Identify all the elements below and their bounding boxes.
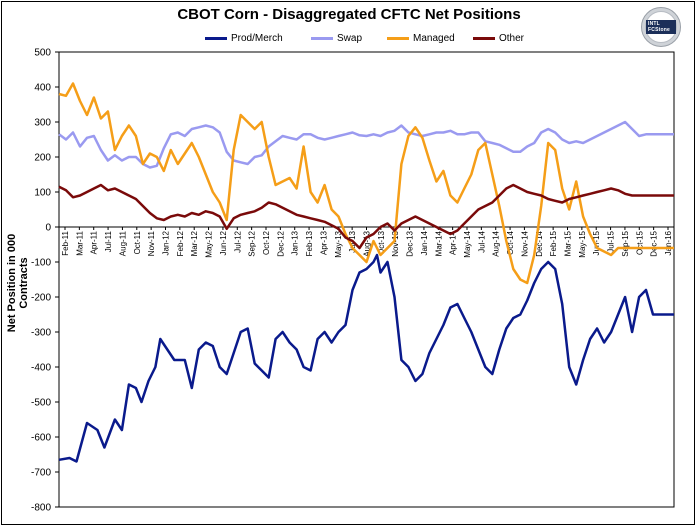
y-tick-label: -500 <box>31 398 51 409</box>
x-tick-label: Jan-14 <box>420 230 429 255</box>
x-tick-label: Aug-14 <box>492 230 501 256</box>
y-tick-label: -300 <box>31 328 51 339</box>
legend-swatch <box>205 37 227 40</box>
x-tick-label: Nov-13 <box>391 230 400 256</box>
x-tick-label: Oct-13 <box>377 230 386 255</box>
series-line-managed <box>58 82 674 285</box>
y-tick-label: 500 <box>34 48 51 59</box>
y-tick-label: -200 <box>31 293 51 304</box>
x-tick-label: Dec-13 <box>406 230 415 256</box>
y-tick-label: 400 <box>34 83 51 94</box>
x-tick-label: Jul-11 <box>104 230 113 252</box>
y-tick-label: -600 <box>31 433 51 444</box>
x-tick-label: Sep-15 <box>621 230 630 256</box>
legend-label: Other <box>499 33 525 44</box>
legend-label: Prod/Merch <box>231 33 283 44</box>
y-tick-label: 100 <box>34 188 51 199</box>
legend-item-managed: Managed <box>387 33 455 44</box>
logo-inner: INTL FCStone <box>645 11 677 43</box>
x-tick-label: Mar-12 <box>190 230 199 256</box>
legend-item-prod-merch: Prod/Merch <box>205 33 283 44</box>
plot-border <box>58 51 675 508</box>
legend-item-swap: Swap <box>311 33 362 44</box>
x-tick-label: Jun-15 <box>592 230 601 255</box>
x-tick-label: Jul-12 <box>233 230 242 252</box>
x-tick-label: Jan-16 <box>664 230 673 255</box>
x-tick-label: Nov-14 <box>520 230 529 256</box>
x-tick-label: Dec-15 <box>650 230 659 256</box>
series-line-other <box>58 183 674 250</box>
x-tick-label: Aug-13 <box>363 230 372 256</box>
x-tick-label: Dec-14 <box>535 230 544 256</box>
series-line-prod-merch <box>58 253 674 463</box>
legend-swatch <box>311 37 333 40</box>
x-tick-label: Apr-11 <box>90 230 99 254</box>
y-tick-label: -700 <box>31 468 51 479</box>
x-tick-label: May-13 <box>334 230 343 257</box>
y-tick-label: 200 <box>34 153 51 164</box>
series-line-swap <box>58 120 674 169</box>
x-tick-label: Feb-11 <box>61 230 70 255</box>
legend-swatch <box>387 37 409 40</box>
x-tick-label: Feb-12 <box>176 230 185 256</box>
x-tick-label: Jul-15 <box>607 230 616 252</box>
x-tick-label: Jun-12 <box>219 230 228 255</box>
x-tick-label: Mar-11 <box>75 230 84 255</box>
x-tick-label: Feb-13 <box>305 230 314 256</box>
x-tick-label: Nov-11 <box>147 230 156 256</box>
x-tick-label: Feb-15 <box>549 230 558 256</box>
x-tick-label: May-15 <box>578 230 587 257</box>
x-tick-label: Mar-14 <box>434 230 443 256</box>
chart-legend: Prod/Merch Swap Managed Other <box>0 33 698 47</box>
company-logo: INTL FCStone <box>641 7 681 47</box>
chart-title: CBOT Corn - Disaggregated CFTC Net Posit… <box>177 6 521 23</box>
x-tick-label: Oct-15 <box>635 230 644 255</box>
y-tick-label: 300 <box>34 118 51 129</box>
x-tick-label: Apr-14 <box>449 230 458 255</box>
x-tick-label: May-12 <box>205 230 214 257</box>
x-tick-label: Dec-12 <box>276 230 285 256</box>
x-tick-label: Oct-14 <box>506 230 515 255</box>
x-tick-label: Jan-13 <box>291 230 300 255</box>
x-tick-label: Aug-11 <box>118 230 127 256</box>
legend-item-other: Other <box>473 33 524 44</box>
x-tick-label: Mar-15 <box>564 230 573 256</box>
x-tick-label: Jul-14 <box>477 230 486 252</box>
x-tick-label: Jan-12 <box>162 230 171 255</box>
legend-swatch <box>473 37 495 40</box>
y-tick-label: 0 <box>45 223 51 234</box>
y-tick-label: -800 <box>31 503 51 514</box>
x-tick-label: Sep-12 <box>248 230 257 256</box>
y-tick-label: -400 <box>31 363 51 374</box>
x-tick-label: May-14 <box>463 230 472 257</box>
x-tick-label: Oct-12 <box>262 230 271 255</box>
y-tick-label: -100 <box>31 258 51 269</box>
x-tick-label: Apr-13 <box>319 230 328 255</box>
x-tick-label: Oct-11 <box>133 230 142 254</box>
logo-text: INTL FCStone <box>646 20 676 34</box>
legend-label: Managed <box>413 33 455 44</box>
legend-label: Swap <box>337 33 363 44</box>
